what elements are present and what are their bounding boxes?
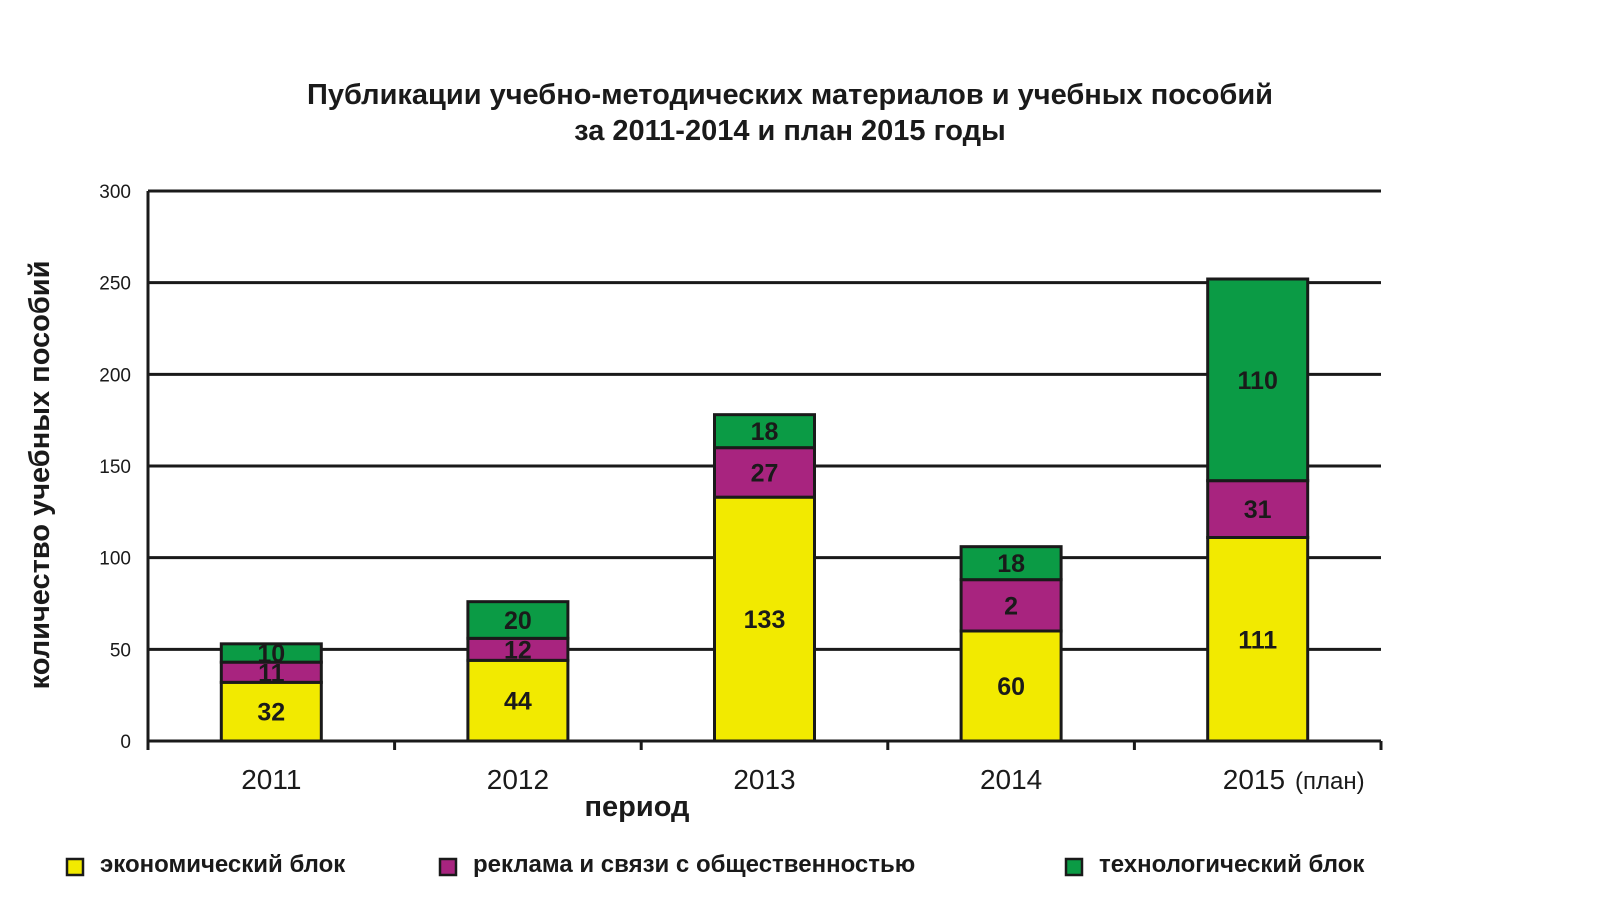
bar-segment xyxy=(713,495,816,743)
y-axis-title: количество учебных пособий xyxy=(24,261,56,690)
x-tick-label: 2011 xyxy=(241,764,301,795)
data-label: 20 xyxy=(504,607,532,635)
x-tick-label-year: 2011 xyxy=(241,764,301,795)
bar-segment xyxy=(959,545,1063,582)
data-label: 110 xyxy=(1238,367,1278,395)
data-label: 11 xyxy=(258,659,285,687)
bar-segment xyxy=(1206,536,1310,743)
data-label: 10 xyxy=(257,640,285,668)
legend-label: технологический блок xyxy=(1099,851,1365,878)
y-tick-label: 300 xyxy=(99,182,131,203)
data-label: 60 xyxy=(997,673,1025,701)
data-label: 18 xyxy=(751,418,779,446)
bar-segment xyxy=(1206,479,1310,539)
chart-title-line2: за 2011-2014 и план 2015 годы xyxy=(574,115,1006,147)
y-tick-label: 150 xyxy=(99,457,131,478)
legend-label: экономический блок xyxy=(100,851,346,878)
y-tick-label: 0 xyxy=(120,732,131,753)
legend: экономический блок реклама и связи с обще… xyxy=(65,851,1365,878)
legend-swatch xyxy=(65,857,85,877)
legend-swatch xyxy=(438,857,458,877)
data-label: 27 xyxy=(751,459,779,487)
x-tick-label-suffix: (план) xyxy=(1295,768,1365,795)
data-label: 12 xyxy=(504,636,532,664)
y-tick-label: 50 xyxy=(110,640,131,661)
data-label: 32 xyxy=(257,699,285,727)
legend-item: экономический блок xyxy=(65,851,346,878)
x-tick-label: 2015 (план) xyxy=(1223,764,1365,795)
data-label: 111 xyxy=(1238,626,1277,654)
bar-segment xyxy=(219,642,323,664)
x-tick-label: 2014 xyxy=(980,764,1042,795)
chart-title-line1: Публикации учебно-методических материало… xyxy=(307,79,1273,111)
legend-item: реклама и связи с общественностью xyxy=(438,851,915,878)
x-tick-label: 2012 xyxy=(487,764,549,795)
y-tick-label: 250 xyxy=(99,274,131,295)
x-tick-label-year: 2014 xyxy=(980,764,1042,795)
legend-swatch xyxy=(1064,857,1084,877)
data-label: 31 xyxy=(1244,496,1272,524)
data-label: 44 xyxy=(504,688,532,716)
bar-segment xyxy=(713,446,816,499)
data-label: 133 xyxy=(744,606,786,634)
legend-item: технологический блок xyxy=(1064,851,1365,878)
data-label: 2 xyxy=(1004,592,1018,620)
x-tick-label-year: 2015 xyxy=(1223,764,1285,795)
x-axis-title: период xyxy=(585,791,690,823)
x-tick-label: 2013 xyxy=(733,764,795,795)
x-tick-label-year: 2012 xyxy=(487,764,549,795)
bar-segment xyxy=(959,578,1063,633)
bars xyxy=(219,277,1310,743)
x-tick-label-year: 2013 xyxy=(733,764,795,795)
bar-segment xyxy=(1206,277,1310,483)
legend-label: реклама и связи с общественностью xyxy=(473,851,915,878)
data-label: 18 xyxy=(997,550,1025,578)
bar-segment xyxy=(466,600,570,640)
y-tick-label: 100 xyxy=(99,549,131,570)
y-tick-label: 200 xyxy=(99,365,131,386)
bar-segment xyxy=(713,413,816,450)
